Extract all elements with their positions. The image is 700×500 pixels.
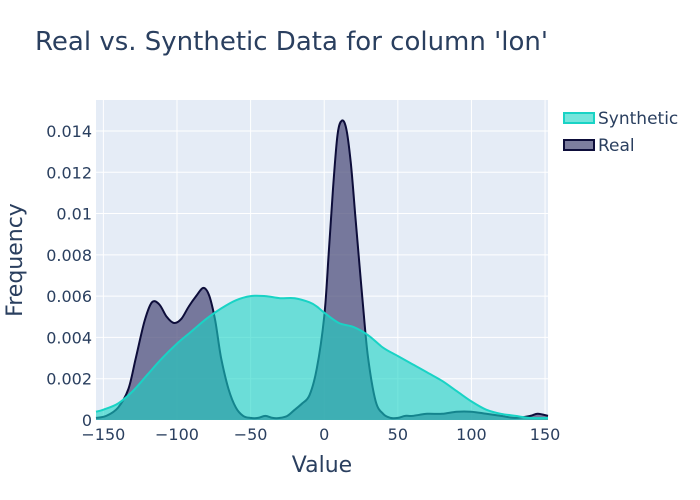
y-tick-label: 0.002 (46, 370, 92, 389)
x-tick-label: 150 (530, 425, 561, 444)
synthetic-series-line (95, 294, 549, 420)
y-axis-title: Frequency (3, 203, 28, 317)
x-tick-label: −50 (234, 425, 268, 444)
y-tick-label: 0 (82, 411, 92, 430)
legend: Synthetic Real (563, 109, 678, 156)
x-tick-label: 100 (456, 425, 487, 444)
x-tick-labels: −150 −100 −50 0 50 100 150 (81, 425, 560, 444)
series-layer (95, 119, 549, 421)
real-legend-swatch (563, 139, 595, 151)
x-tick-label: −150 (81, 425, 125, 444)
y-tick-label: 0.008 (46, 246, 92, 265)
x-tick-label: 50 (388, 425, 408, 444)
real-legend-label: Real (598, 136, 635, 156)
synthetic-series-area (96, 295, 548, 420)
y-tick-label: 0.012 (46, 163, 92, 182)
synthetic-legend-swatch (563, 112, 595, 124)
synthetic-legend-label: Synthetic (598, 109, 678, 129)
y-tick-label: 0.014 (46, 122, 92, 141)
x-tick-label: −100 (155, 425, 199, 444)
y-tick-label: 0.004 (46, 328, 92, 347)
x-tick-label: 0 (319, 425, 329, 444)
y-tick-label: 0.01 (56, 205, 92, 224)
y-tick-labels: 0 0.002 0.004 0.006 0.008 0.01 0.012 0.014 (46, 122, 92, 430)
x-axis-title: Value (292, 453, 352, 478)
chart-title: Real vs. Synthetic Data for column 'lon' (35, 27, 548, 57)
y-tick-label: 0.006 (46, 287, 92, 306)
